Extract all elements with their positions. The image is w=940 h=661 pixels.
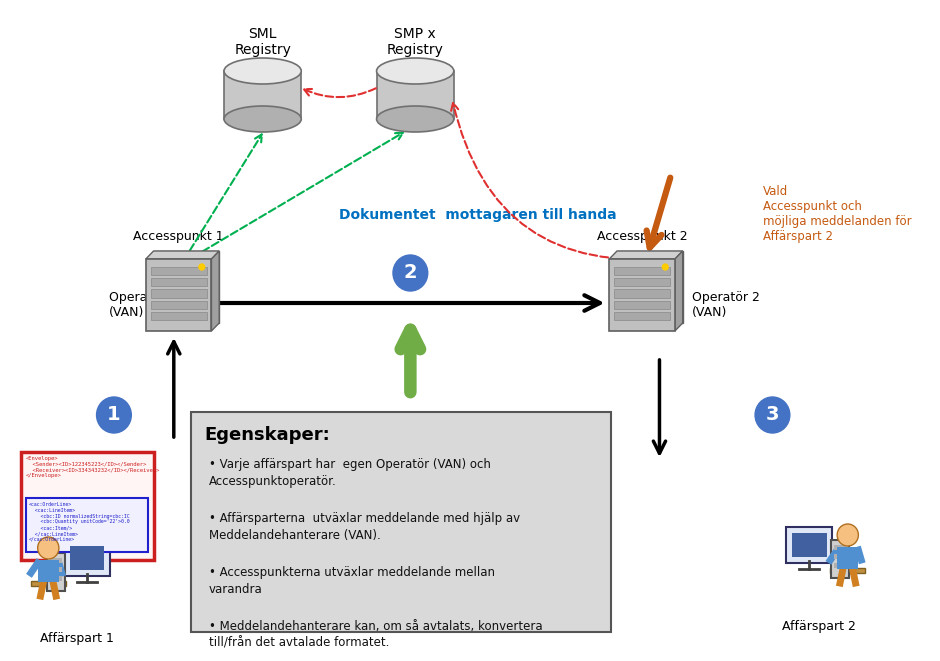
- FancyBboxPatch shape: [614, 267, 670, 275]
- Circle shape: [663, 264, 668, 270]
- FancyBboxPatch shape: [834, 545, 846, 550]
- FancyBboxPatch shape: [150, 301, 207, 309]
- FancyBboxPatch shape: [614, 312, 670, 320]
- Text: 2: 2: [403, 264, 417, 282]
- Circle shape: [38, 537, 59, 559]
- Text: • Accesspunkterna utväxlar meddelande mellan
varandra: • Accesspunkterna utväxlar meddelande me…: [209, 566, 494, 596]
- FancyBboxPatch shape: [26, 498, 148, 552]
- Text: Operatör 2
(VAN): Operatör 2 (VAN): [692, 291, 760, 319]
- Ellipse shape: [377, 106, 454, 132]
- Circle shape: [755, 397, 790, 433]
- Ellipse shape: [224, 106, 301, 132]
- FancyBboxPatch shape: [150, 278, 207, 286]
- Text: • Varje affärspart har  egen Operatör (VAN) och
Accesspunktoperatör.: • Varje affärspart har egen Operatör (VA…: [209, 458, 491, 488]
- FancyBboxPatch shape: [377, 71, 454, 119]
- FancyBboxPatch shape: [617, 251, 682, 323]
- FancyBboxPatch shape: [609, 259, 675, 331]
- Text: Affärspart 2: Affärspart 2: [782, 620, 855, 633]
- FancyBboxPatch shape: [786, 527, 832, 563]
- Text: 3: 3: [766, 405, 779, 424]
- Polygon shape: [212, 251, 219, 331]
- FancyBboxPatch shape: [224, 71, 301, 119]
- FancyBboxPatch shape: [150, 312, 207, 320]
- Text: Dokumentet  mottagaren till handa: Dokumentet mottagaren till handa: [339, 208, 617, 222]
- FancyBboxPatch shape: [834, 563, 846, 568]
- Polygon shape: [146, 251, 219, 259]
- Text: Egenskaper:: Egenskaper:: [205, 426, 331, 444]
- FancyBboxPatch shape: [22, 452, 154, 560]
- FancyBboxPatch shape: [614, 290, 670, 297]
- FancyBboxPatch shape: [50, 558, 62, 563]
- FancyBboxPatch shape: [834, 554, 846, 559]
- FancyBboxPatch shape: [150, 267, 207, 275]
- FancyBboxPatch shape: [191, 412, 611, 632]
- Text: <Envelope>
  <Sender><ID>122345223</ID></Sender>
  <Receiver><ID>334343232</ID><: <Envelope> <Sender><ID>122345223</ID></S…: [26, 456, 159, 479]
- FancyBboxPatch shape: [831, 540, 849, 578]
- Text: Operatör 1
(VAN): Operatör 1 (VAN): [109, 291, 177, 319]
- FancyBboxPatch shape: [614, 278, 670, 286]
- Text: Meddelande som är registrerat i
Peppol SMP registry: Meddelande som är registrerat i Peppol S…: [309, 413, 511, 441]
- FancyBboxPatch shape: [153, 251, 219, 323]
- FancyBboxPatch shape: [70, 546, 104, 570]
- FancyBboxPatch shape: [31, 581, 66, 586]
- Text: <cac:OrderLine>
  <cac:LineItem>
    <cbc:ID normalizedString=cbc:IC
    <cbc:Qu: <cac:OrderLine> <cac:LineItem> <cbc:ID n…: [29, 502, 130, 542]
- Text: • Meddelandehanterare kan, om så avtalats, konvertera
till/från det avtalade for: • Meddelandehanterare kan, om så avtalat…: [209, 620, 542, 650]
- FancyBboxPatch shape: [791, 533, 826, 557]
- Polygon shape: [675, 251, 682, 331]
- Polygon shape: [609, 251, 682, 259]
- Text: Affärspart 1: Affärspart 1: [40, 632, 114, 645]
- FancyBboxPatch shape: [830, 568, 865, 573]
- FancyBboxPatch shape: [150, 290, 207, 297]
- Circle shape: [199, 264, 205, 270]
- Text: Vald
Accesspunkt och
möjliga meddelanden för
Affärspart 2: Vald Accesspunkt och möjliga meddelanden…: [762, 185, 912, 243]
- Circle shape: [838, 524, 858, 546]
- Ellipse shape: [377, 58, 454, 84]
- FancyBboxPatch shape: [50, 567, 62, 572]
- Circle shape: [97, 397, 132, 433]
- FancyBboxPatch shape: [146, 259, 212, 331]
- Text: SML
Registry: SML Registry: [234, 27, 291, 57]
- FancyBboxPatch shape: [614, 301, 670, 309]
- Text: 1: 1: [107, 405, 120, 424]
- Text: • Affärsparterna  utväxlar meddelande med hjälp av
Meddelandehanterare (VAN).: • Affärsparterna utväxlar meddelande med…: [209, 512, 520, 542]
- FancyBboxPatch shape: [838, 547, 858, 569]
- Ellipse shape: [224, 58, 301, 84]
- Text: SMP x
Registry: SMP x Registry: [386, 27, 444, 57]
- FancyBboxPatch shape: [50, 576, 62, 581]
- Circle shape: [393, 255, 428, 291]
- Text: Accesspunkt 1: Accesspunkt 1: [133, 230, 224, 243]
- FancyBboxPatch shape: [64, 540, 110, 576]
- Text: Accesspunkt 2: Accesspunkt 2: [597, 230, 687, 243]
- FancyBboxPatch shape: [38, 560, 59, 582]
- FancyBboxPatch shape: [47, 553, 65, 591]
